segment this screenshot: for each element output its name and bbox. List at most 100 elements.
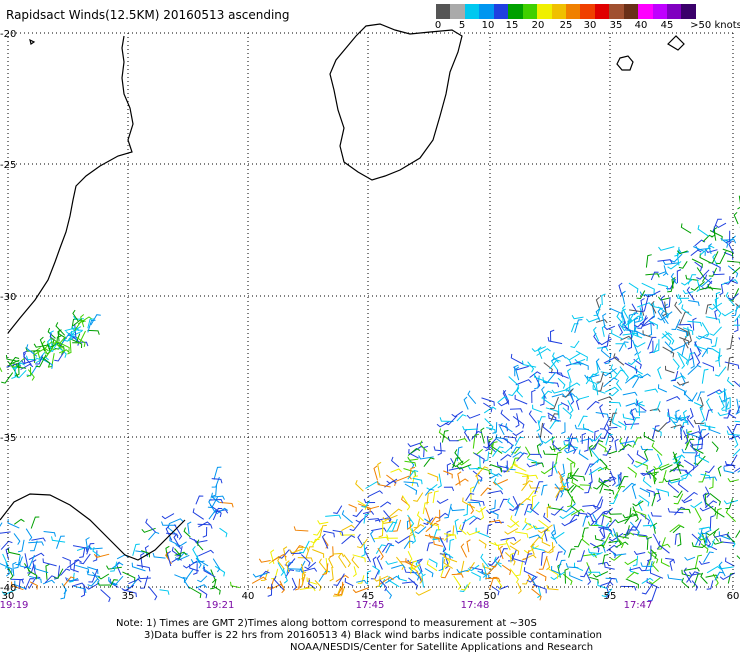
wind-barb — [632, 484, 636, 499]
wind-barb — [690, 408, 693, 419]
coastline — [0, 24, 684, 560]
longitude-label: 35 — [122, 591, 135, 602]
wind-barb — [411, 446, 425, 453]
wind-barb — [628, 454, 634, 464]
wind-barb — [352, 557, 359, 569]
wind-barb — [484, 452, 489, 462]
wind-barb — [727, 261, 740, 266]
time-label: 19:21 — [206, 600, 235, 611]
wind-barb — [575, 320, 583, 333]
wind-barb — [506, 423, 513, 432]
wind-barb — [427, 543, 433, 552]
wind-barb — [727, 532, 735, 542]
wind-barb — [444, 504, 451, 518]
wind-barb — [656, 489, 669, 496]
wind-barb — [726, 236, 736, 242]
wind-barb — [380, 502, 391, 507]
wind-barb — [629, 283, 638, 293]
wind-barb — [559, 560, 566, 568]
wind-barb — [215, 566, 225, 576]
wind-barb — [652, 493, 660, 506]
note-line-1: Note: 1) Times are GMT 2)Times along bot… — [116, 618, 537, 630]
wind-barb — [652, 443, 662, 456]
wind-barb — [605, 387, 618, 392]
wind-barb — [705, 466, 714, 473]
wind-barb — [197, 576, 207, 582]
wind-barb — [524, 567, 536, 577]
wind-barb — [668, 574, 683, 580]
wind-barb — [490, 474, 502, 479]
wind-barb — [413, 493, 423, 502]
wind-barb — [628, 467, 637, 477]
wind-barb — [574, 539, 581, 547]
time-label: 17:47 — [624, 600, 653, 611]
wind-barb — [515, 472, 529, 479]
wind-barb — [510, 546, 519, 555]
wind-barb — [427, 484, 438, 490]
wind-barb — [525, 447, 530, 458]
wind-barb — [678, 294, 681, 305]
wind-barb — [468, 465, 479, 469]
wind-barb — [500, 499, 508, 507]
wind-barb — [110, 562, 117, 572]
wind-barb — [268, 584, 272, 597]
wind-barb — [377, 556, 382, 570]
wind-barb — [558, 545, 565, 555]
wind-barb — [0, 357, 2, 372]
wind-barb — [371, 531, 375, 542]
wind-barb — [681, 279, 692, 285]
wind-barb — [153, 553, 165, 558]
wind-barb — [62, 557, 70, 564]
wind-barb — [513, 431, 524, 436]
wind-barb — [659, 470, 666, 482]
wind-barb — [48, 328, 55, 338]
wind-barb — [609, 402, 621, 406]
wind-barb — [563, 408, 572, 419]
wind-barb — [715, 367, 726, 376]
wind-barb — [647, 490, 655, 497]
wind-barb — [91, 315, 101, 325]
wind-barb — [550, 421, 560, 429]
wind-barb — [298, 547, 308, 551]
wind-barb — [535, 373, 547, 382]
wind-barb — [673, 359, 679, 370]
wind-barb — [0, 563, 1, 567]
wind-barb — [566, 563, 578, 568]
wind-barb — [353, 566, 356, 576]
wind-barb — [695, 508, 701, 523]
wind-barb — [675, 507, 685, 515]
wind-barb — [624, 421, 639, 425]
wind-barb — [527, 526, 539, 530]
wind-barb — [559, 404, 563, 419]
wind-barb — [482, 398, 495, 406]
wind-barb — [374, 466, 377, 480]
wind-barb — [188, 522, 192, 534]
wind-barb — [170, 537, 181, 546]
wind-barb — [52, 536, 66, 542]
wind-barb — [517, 387, 523, 397]
wind-barb — [653, 303, 663, 309]
wind-barb — [378, 548, 383, 560]
wind-barb — [712, 442, 718, 452]
latitude-label: -30 — [0, 292, 16, 303]
wind-barb — [315, 580, 321, 590]
wind-barb — [658, 284, 668, 290]
wind-barb — [422, 574, 426, 587]
wind-barb — [183, 569, 193, 578]
africa-coastline — [8, 36, 133, 333]
wind-barb — [633, 340, 638, 356]
wind-barb — [481, 428, 484, 444]
wind-barb — [733, 424, 740, 433]
wind-barb — [614, 370, 625, 379]
wind-barb — [386, 589, 392, 599]
wind-barb — [497, 586, 508, 589]
wind-barb — [172, 558, 182, 562]
wind-barb — [710, 493, 721, 505]
wind-barb — [583, 516, 590, 526]
wind-barb — [609, 390, 619, 396]
wind-barb — [632, 409, 635, 421]
wind-barb — [378, 462, 381, 478]
wind-barb — [476, 507, 486, 512]
